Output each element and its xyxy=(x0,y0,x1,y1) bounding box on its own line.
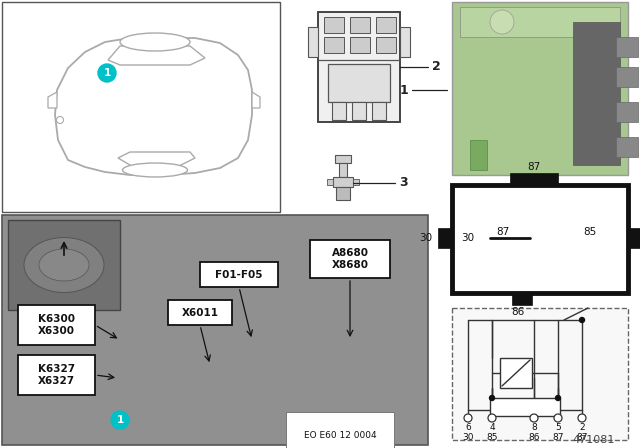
Text: 87: 87 xyxy=(497,227,509,237)
Text: 87: 87 xyxy=(527,162,541,172)
Circle shape xyxy=(490,396,495,401)
Bar xyxy=(616,67,638,87)
Bar xyxy=(616,102,638,122)
Bar xyxy=(372,102,386,120)
Bar xyxy=(318,12,400,122)
Circle shape xyxy=(464,414,472,422)
Bar xyxy=(18,355,95,395)
Bar xyxy=(500,358,532,388)
Ellipse shape xyxy=(122,163,188,177)
Text: 86: 86 xyxy=(528,434,540,443)
Circle shape xyxy=(98,64,116,82)
Bar xyxy=(510,173,558,185)
Bar xyxy=(350,17,370,33)
Text: 1: 1 xyxy=(104,68,111,78)
Text: A8680
X8680: A8680 X8680 xyxy=(332,248,369,270)
Text: 6: 6 xyxy=(465,423,471,432)
Polygon shape xyxy=(108,46,205,65)
Bar xyxy=(616,137,638,157)
Text: 85: 85 xyxy=(584,227,596,237)
Polygon shape xyxy=(55,38,252,175)
Text: 471081: 471081 xyxy=(573,435,615,445)
Bar xyxy=(333,177,353,187)
Bar xyxy=(2,215,428,445)
Circle shape xyxy=(556,396,561,401)
Text: K6327
X6327: K6327 X6327 xyxy=(38,364,75,386)
Text: 2: 2 xyxy=(579,423,585,432)
Text: 3: 3 xyxy=(399,177,408,190)
Bar xyxy=(310,240,390,278)
Polygon shape xyxy=(252,92,260,108)
Bar xyxy=(324,17,344,33)
Bar xyxy=(332,102,346,120)
Bar xyxy=(452,185,628,293)
Circle shape xyxy=(111,411,129,429)
Bar xyxy=(339,163,347,177)
Circle shape xyxy=(578,414,586,422)
Bar xyxy=(350,37,370,53)
Bar xyxy=(400,27,410,57)
Bar xyxy=(327,179,333,185)
Text: 86: 86 xyxy=(511,307,525,317)
Bar xyxy=(168,300,232,325)
Circle shape xyxy=(488,414,496,422)
Bar xyxy=(2,2,280,212)
Text: 1: 1 xyxy=(116,415,124,425)
Bar xyxy=(336,187,350,200)
Ellipse shape xyxy=(39,249,89,281)
Text: 85: 85 xyxy=(486,434,498,443)
Bar xyxy=(353,179,359,185)
Text: 87: 87 xyxy=(576,434,588,443)
Bar xyxy=(470,140,487,170)
Circle shape xyxy=(554,414,562,422)
Text: EO E60 12 0004: EO E60 12 0004 xyxy=(304,431,376,439)
Bar xyxy=(490,398,560,416)
Text: 4: 4 xyxy=(489,423,495,432)
Bar xyxy=(460,7,620,37)
Text: 2: 2 xyxy=(432,60,441,73)
Bar xyxy=(628,228,640,248)
Circle shape xyxy=(530,414,538,422)
Ellipse shape xyxy=(120,33,190,51)
Bar xyxy=(18,305,95,345)
Bar xyxy=(573,22,620,165)
Bar xyxy=(8,220,120,310)
Circle shape xyxy=(579,318,584,323)
Bar xyxy=(328,64,390,102)
Text: 5: 5 xyxy=(555,423,561,432)
Bar xyxy=(376,17,396,33)
Text: 30: 30 xyxy=(461,233,475,243)
Bar xyxy=(318,12,400,122)
Circle shape xyxy=(490,10,514,34)
Bar xyxy=(452,2,628,175)
Bar xyxy=(376,37,396,53)
Text: 87: 87 xyxy=(552,434,564,443)
Text: 8: 8 xyxy=(531,423,537,432)
Text: K6300
X6300: K6300 X6300 xyxy=(38,314,75,336)
Text: 30: 30 xyxy=(419,233,432,243)
Bar xyxy=(324,37,344,53)
Polygon shape xyxy=(48,92,57,108)
Bar xyxy=(452,308,628,440)
Bar xyxy=(616,37,638,57)
Text: 1: 1 xyxy=(399,83,408,96)
Ellipse shape xyxy=(24,237,104,293)
Text: X6011: X6011 xyxy=(182,307,218,318)
Bar xyxy=(512,293,532,305)
Bar xyxy=(352,102,366,120)
Text: 30: 30 xyxy=(462,434,474,443)
Text: F01-F05: F01-F05 xyxy=(215,270,263,280)
Bar xyxy=(438,228,452,248)
Bar xyxy=(335,155,351,163)
Bar xyxy=(200,262,278,287)
Polygon shape xyxy=(118,152,195,168)
Bar xyxy=(308,27,318,57)
